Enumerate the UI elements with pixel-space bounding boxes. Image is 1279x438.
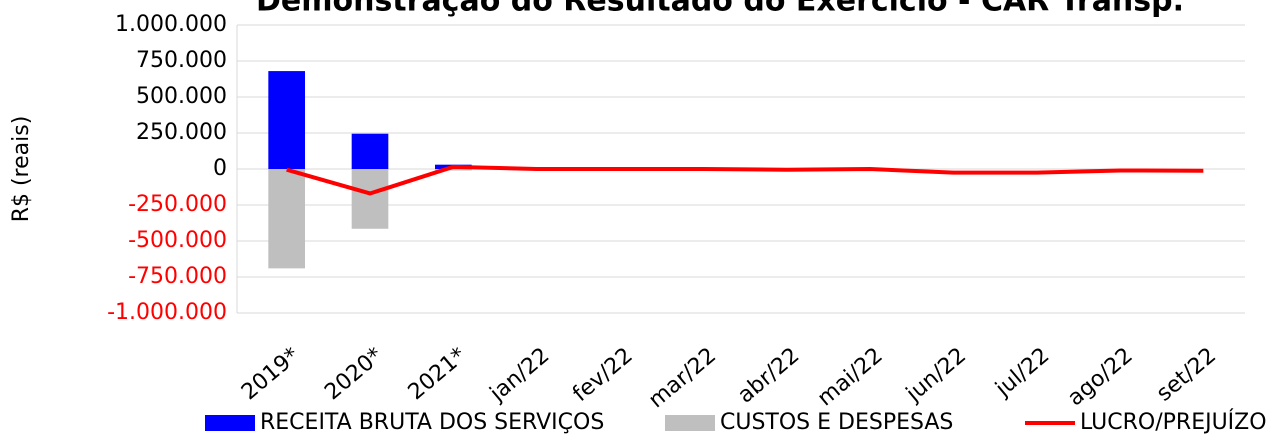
x-tick-label: mar/22 xyxy=(644,343,721,413)
legend-swatch xyxy=(665,415,715,431)
legend-label: RECEITA BRUTA DOS SERVIÇOS xyxy=(260,410,604,435)
x-tick-label: set/22 xyxy=(1152,343,1221,407)
x-tick-label: fev/22 xyxy=(568,343,637,407)
legend-label: LUCRO/PREJUÍZO xyxy=(1080,409,1267,435)
x-tick-label: mai/22 xyxy=(813,343,888,411)
bar xyxy=(268,169,305,269)
y-tick-label: 500.000 xyxy=(136,84,227,109)
x-tick-label: 2020* xyxy=(320,343,387,405)
y-tick-label: 0 xyxy=(213,156,227,181)
y-tick-label: -500.000 xyxy=(128,228,227,253)
y-tick-label: 750.000 xyxy=(136,48,227,73)
x-tick-label: jun/22 xyxy=(901,343,971,407)
x-tick-label: ago/22 xyxy=(1063,343,1138,411)
legend-swatch xyxy=(205,415,255,431)
x-tick-label: 2021* xyxy=(404,343,471,405)
x-tick-label: abr/22 xyxy=(733,343,804,408)
x-tick-label: 2019* xyxy=(237,343,304,405)
y-tick-label: -1.000.000 xyxy=(107,300,227,325)
bar xyxy=(351,133,389,169)
bar xyxy=(351,169,389,229)
y-tick-label: 250.000 xyxy=(136,120,227,145)
x-tick-label: jul/22 xyxy=(990,343,1054,402)
bar xyxy=(435,169,472,171)
x-tick-label: jan/22 xyxy=(485,343,555,407)
chart-title: Demonstração do Resultado do Exercício -… xyxy=(256,0,1184,19)
y-tick-label: -750.000 xyxy=(128,264,227,289)
legend-label: CUSTOS E DESPESAS xyxy=(720,410,953,435)
bar xyxy=(268,71,305,169)
y-axis-label: R$ (reais) xyxy=(9,116,34,223)
y-tick-label: -250.000 xyxy=(128,192,227,217)
y-tick-label: 1.000.000 xyxy=(115,12,227,37)
line xyxy=(286,164,1204,196)
